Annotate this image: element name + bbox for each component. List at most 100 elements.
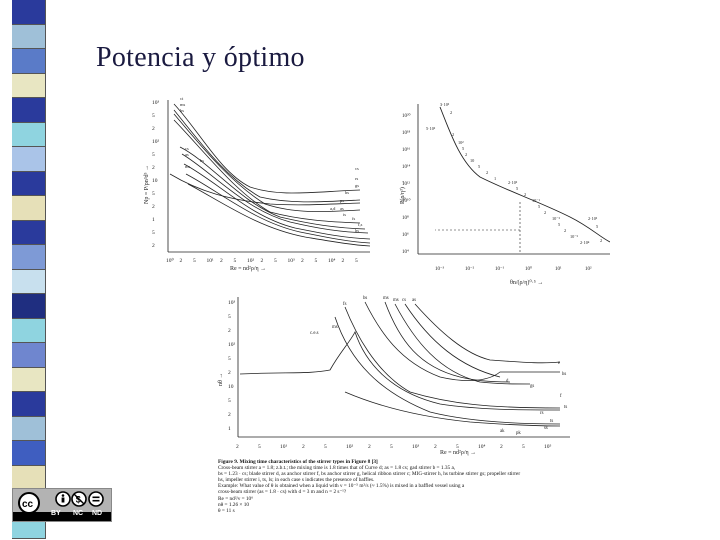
bt-curves [239, 301, 561, 427]
bt-y-tick: 2 [228, 328, 231, 334]
tr-point-label: 2 [544, 210, 546, 215]
bt-x-tick: 5 [522, 444, 525, 450]
tl-x-tick: 10⁴ [328, 258, 336, 264]
tl-curve-label: hs [355, 228, 359, 233]
tl-x-tick: 2 [342, 258, 345, 264]
tl-y-tick: 2 [152, 126, 155, 132]
tl-curve [173, 113, 361, 213]
tl-curve-label: a,d [330, 206, 336, 212]
bt-curve-label: e [558, 361, 560, 366]
tl-y-ticks: 10³ 5 2 10² 5 2 10 5 2 1 5 2 [152, 100, 160, 249]
stripe-block [12, 245, 46, 270]
noncommercial-icon-glyph: $ [76, 495, 81, 505]
cc-icons: cc $ [18, 491, 104, 514]
tl-curve-label: gs [355, 183, 359, 188]
figure-caption: Figure 9. Mixing time characteristics of… [218, 459, 598, 514]
tl-curve-label: f,s [358, 222, 363, 228]
tl-curve-label: is [343, 212, 346, 217]
stripe-block [12, 318, 46, 343]
bt-x-tick: 2 [302, 444, 305, 450]
tl-curve-label: ms [185, 164, 191, 169]
tl-curve [185, 173, 371, 244]
tl-x-tick: 10¹ [207, 258, 215, 264]
tr-y-tick: 10²⁰ [402, 113, 411, 119]
bt-curve-label: hs [562, 372, 566, 377]
bt-y-tick: 5 [228, 398, 231, 404]
bt-x-ticks: 2 5 10¹ 2 5 10² 2 5 10³ 2 5 10⁴ 2 5 10⁵ [236, 444, 552, 450]
bt-x-tick: 10⁴ [478, 444, 486, 450]
tl-x-tick: 5 [355, 258, 358, 264]
tr-point-label: 2 [450, 110, 452, 115]
bt-curve-label: c.e.s [310, 331, 319, 336]
bt-y-tick: 5 [228, 314, 231, 320]
figure-svg: 10³ 5 2 10² 5 2 10 5 2 1 5 2 10⁰ 2 5 10¹ 2 5 10² 2 5 10³ 2 5 10… [144, 96, 611, 456]
bt-curve-label: ak [500, 429, 505, 434]
stripe-block [12, 147, 46, 172]
bt-x-tick: 5 [324, 444, 327, 450]
stripe-block [12, 367, 46, 392]
tl-x-tick: 2 [261, 258, 264, 264]
bt-curve-label: ms [393, 298, 399, 303]
tr-x-label: θn/(ρ/η)⁰·⁵ → [510, 279, 543, 286]
tl-y-tick: 5 [152, 113, 155, 119]
tl-curve [181, 153, 369, 234]
bt-y-tick: 10 [228, 384, 234, 390]
tl-curve-label: cs [185, 146, 189, 151]
bt-y-ticks: 10³ 5 2 10² 5 2 10 5 2 1 [228, 300, 236, 432]
bt-y-tick: 5 [228, 356, 231, 362]
caption-line: nθ = 1.26 × 10 [218, 501, 250, 508]
tr-point-label: 10⁻¹ [532, 198, 541, 203]
tl-y-tick: 1 [152, 217, 155, 223]
tr-point-label: 2 [486, 170, 488, 175]
stripe-block [12, 98, 46, 123]
tl-curve [179, 146, 366, 230]
stripe-block [12, 269, 46, 294]
tl-curve [173, 119, 361, 224]
bt-x-tick: 10² [346, 444, 354, 450]
tl-curve-label: ct [180, 96, 184, 101]
cc-icon-text: cc [22, 499, 34, 510]
decorative-stripe-column [0, 0, 56, 540]
stripe-block [12, 0, 46, 25]
tl-curve-label: hs [200, 158, 204, 163]
caption-line: bs = 1.23 · cs; blade stirrer d, as anch… [218, 471, 521, 478]
tr-point-label: 5 [596, 224, 598, 229]
tl-x-tick: 5 [193, 258, 196, 264]
caption-line: Cross-beam stirrer a = 1.8; z.b.t.; the … [218, 465, 456, 472]
tr-point-label: 2 [524, 192, 526, 197]
tr-point-label: 10⁻² [552, 216, 561, 221]
bt-y-tick: 10³ [228, 300, 236, 306]
stripe-block [12, 49, 46, 74]
tr-y-tick: 10⁸ [402, 215, 409, 221]
bt-curve-label: ms [332, 325, 338, 330]
tr-y-tick: 10¹² [402, 181, 410, 187]
caption-line: Re = nd²/ν = 10⁶ [218, 495, 254, 502]
bt-curve [404, 303, 501, 378]
bt-curve-label: rs [540, 411, 544, 416]
bt-curve-label: cs [402, 298, 406, 303]
bt-x-tick: 5 [258, 444, 261, 450]
bt-curve-label: pk [516, 431, 521, 436]
tl-x-ticks: 10⁰ 2 5 10¹ 2 5 10² 2 5 10³ 2 5 10⁴ 2 5 [166, 257, 358, 264]
tr-x-tick: 10² [585, 266, 592, 272]
tr-y-tick: 10¹⁴ [402, 164, 410, 170]
cc-label-nd: ND [92, 510, 103, 517]
tr-x-tick: 10⁻² [465, 266, 475, 272]
tr-point-labels: 3·10³25·10²210²52105212·10²5210⁻¹5210⁻²5… [426, 102, 602, 245]
tl-x-tick: 10⁰ [166, 257, 175, 264]
slide-title: Potencia y óptimo [96, 42, 305, 73]
tr-point-label: 5 [478, 164, 480, 169]
stripe-block [12, 392, 46, 417]
tl-y-tick: 2 [152, 165, 155, 171]
noncommercial-icon-slash [73, 493, 85, 505]
tr-point-label: 5·10² [426, 126, 436, 131]
bt-y-label: nθ → [218, 373, 224, 386]
tr-point-label: 2·10³ [588, 216, 598, 221]
cc-license-badge[interactable]: cc $ BY NC ND [12, 488, 112, 522]
tl-x-tick: 10³ [288, 258, 296, 264]
tr-y-ticks: 10²⁰ 10¹⁸ 10¹⁶ 10¹⁴ 10¹² 10¹⁰ 10⁸ 10⁶ 10⁴ [402, 113, 411, 255]
stripe-block [12, 24, 46, 49]
bt-x-tick: 2 [500, 444, 503, 450]
tr-y-tick: 10⁴ [402, 249, 409, 255]
